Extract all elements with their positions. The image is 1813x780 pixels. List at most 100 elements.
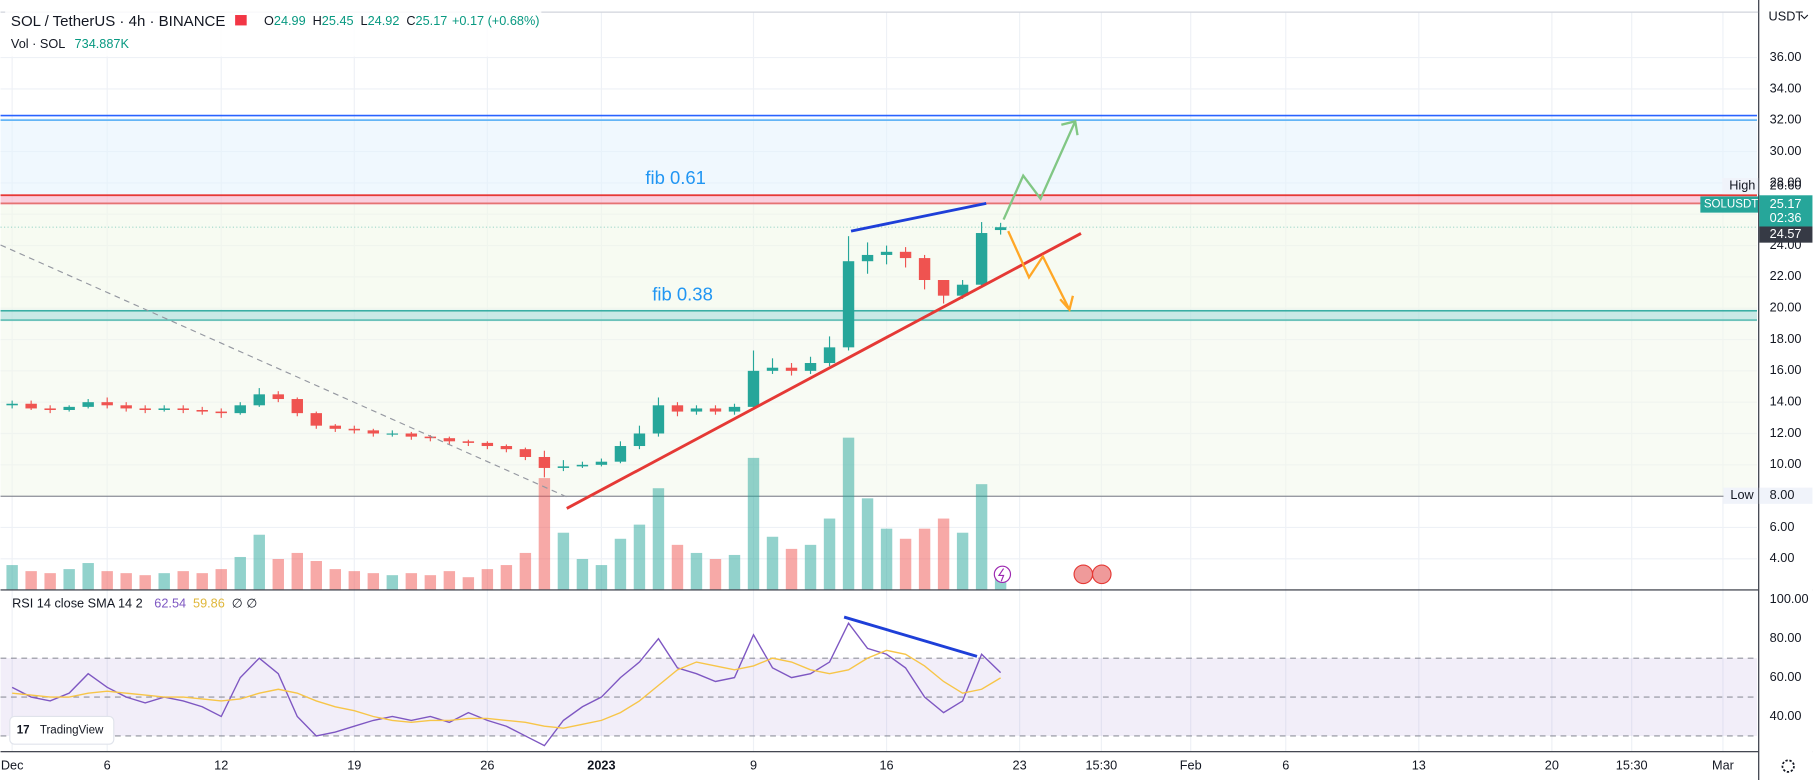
candle-body xyxy=(101,402,113,406)
volume-bar xyxy=(671,544,684,590)
y-tick-label: 28.00 xyxy=(1770,174,1802,189)
volume-bar xyxy=(500,565,513,590)
candle-body xyxy=(196,410,208,412)
rsi-trend-line xyxy=(843,615,978,658)
volume-bar xyxy=(519,552,532,590)
price-label-name: High xyxy=(1729,177,1755,192)
volume-bar xyxy=(595,565,608,590)
volume-bar xyxy=(861,498,874,590)
x-tick-label: 16 xyxy=(879,757,893,772)
volume-bar xyxy=(139,575,151,590)
candle-body xyxy=(386,433,399,435)
label-box xyxy=(1722,177,1759,195)
event-icon[interactable] xyxy=(1091,564,1112,585)
volume-bar xyxy=(576,559,589,590)
volume-bar xyxy=(310,561,322,590)
x-tick-label: 13 xyxy=(1412,757,1426,772)
candle-body xyxy=(690,408,703,412)
rsi-line xyxy=(12,649,1001,729)
volume-bar xyxy=(234,556,246,590)
volume-bar xyxy=(937,518,950,590)
y-tick-label: 32.00 xyxy=(1770,112,1802,127)
zone xyxy=(0,194,1757,205)
volume-bar xyxy=(709,559,722,590)
candle-body xyxy=(82,402,94,407)
candle-body xyxy=(576,464,589,467)
ohlc-name: L xyxy=(361,13,368,28)
flag-icon[interactable] xyxy=(235,15,247,26)
currency-selector[interactable]: USDT xyxy=(1769,9,1804,24)
y-tick-label: 22.00 xyxy=(1770,268,1802,283)
candle-body xyxy=(861,254,874,262)
volume-bar xyxy=(918,528,931,590)
x-tick-label: 23 xyxy=(1013,757,1027,772)
zone xyxy=(0,321,1757,496)
ohlc-value: 25.17 xyxy=(416,13,448,28)
label-box xyxy=(1759,195,1813,227)
volume-bar xyxy=(253,534,265,590)
volume-bar xyxy=(215,569,227,590)
label-box xyxy=(1700,196,1759,213)
y-tick-label: 30.00 xyxy=(1770,143,1802,158)
volume-bar xyxy=(443,571,456,590)
settings-icon[interactable] xyxy=(1781,759,1795,773)
x-tick-label: 6 xyxy=(104,757,111,772)
volume-bar xyxy=(82,563,94,590)
volume-bar xyxy=(272,559,284,590)
rsi-title: RSI 14 close SMA 14 2 xyxy=(12,596,143,611)
candle-body xyxy=(994,227,1007,231)
ohlc-name: O xyxy=(264,13,274,28)
candle-body xyxy=(728,406,741,412)
candle-body xyxy=(462,441,475,443)
x-tick-label: 2023 xyxy=(587,757,615,772)
event-icon[interactable] xyxy=(1073,564,1094,585)
candle-body xyxy=(557,466,570,468)
change: +0.17 xyxy=(452,13,484,28)
volume-name: Vol · SOL xyxy=(11,36,65,51)
candle-body xyxy=(823,347,836,364)
logo-text[interactable]: TradingView xyxy=(40,724,104,736)
volume-bar xyxy=(899,538,912,590)
price-label: 25.17 xyxy=(1770,196,1802,211)
y-tick-label: 4.00 xyxy=(1770,550,1795,565)
volume-bar xyxy=(804,544,817,590)
x-tick-label: 20 xyxy=(1545,757,1559,772)
x-tick-label: 15:30 xyxy=(1085,757,1117,772)
volume-bar xyxy=(785,548,798,590)
candle-body xyxy=(291,399,303,414)
volume-bar xyxy=(842,437,855,590)
volume-bar xyxy=(823,518,836,590)
volume-bar xyxy=(766,536,779,590)
candle-body xyxy=(25,403,37,409)
logo[interactable] xyxy=(9,715,115,745)
volume-bar xyxy=(652,488,665,590)
candle-body xyxy=(44,408,56,411)
zone xyxy=(0,117,1757,195)
candle-body xyxy=(937,280,950,296)
volume-bar xyxy=(348,571,361,590)
price-label-name: SOLUSDT xyxy=(1704,199,1759,211)
price-label: 24.57 xyxy=(1770,226,1802,241)
volume-bar xyxy=(747,457,760,590)
candle-body xyxy=(272,394,284,400)
candle-body xyxy=(139,408,151,411)
candle-body xyxy=(310,413,322,426)
candle-body xyxy=(348,428,361,431)
y-tick-label: 14.00 xyxy=(1770,394,1802,409)
volume-bar xyxy=(424,575,437,590)
ohlc-legend: O24.99 H25.45 L24.92 C25.17 +0.17 (+0.68%) xyxy=(264,13,539,28)
volume-value: 734.887K xyxy=(75,36,130,51)
x-tick-label: Dec xyxy=(1,757,24,772)
price-label: 8.00 xyxy=(1770,487,1795,502)
annotation: fib 0.61 xyxy=(645,167,706,188)
arrow-down xyxy=(1007,230,1071,311)
change-percent: (+0.68%) xyxy=(488,13,540,28)
trend-line xyxy=(566,232,1082,510)
symbol-title[interactable]: SOL / TetherUS · 4h · BINANCE xyxy=(11,13,225,30)
volume-bar xyxy=(101,571,113,590)
event-icon[interactable] xyxy=(993,565,1012,583)
volume-bar xyxy=(633,524,646,590)
x-tick-label: 19 xyxy=(347,757,361,772)
y-tick-label: 60.00 xyxy=(1770,669,1802,684)
